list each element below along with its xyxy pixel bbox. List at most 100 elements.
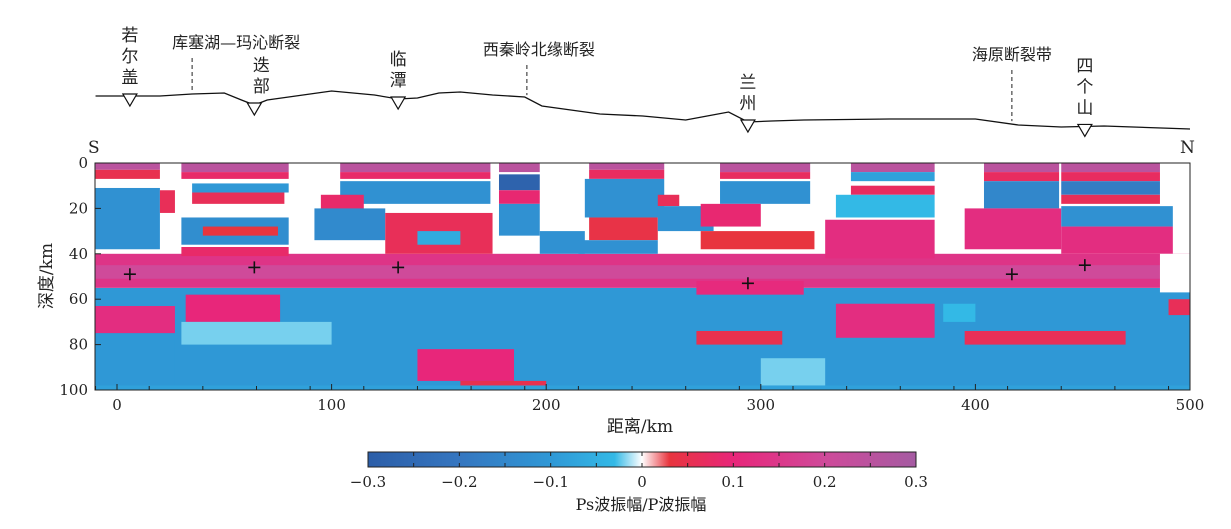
colorbar-tick-label: 0.3 [904,473,928,491]
heatmap-cell [340,163,491,173]
colorbar-label: Ps波振幅/P波振幅 [576,495,707,514]
heatmap-cell [192,183,289,193]
y-tick-label: 100 [59,381,88,399]
heatmap-cell [1061,194,1160,204]
heatmap-cell [1061,226,1173,254]
heatmap-cell [983,163,1060,173]
colorbar-tick-label: 0 [637,473,647,491]
station-triangle-icon [390,96,407,111]
heatmap-cell [95,306,175,334]
heatmap-cell [720,172,811,179]
heatmap-cell [760,358,826,390]
heatmap-cell [720,163,811,173]
station-label: 若尔盖 [121,26,138,88]
heatmap-cell [95,265,1190,279]
heatmap-cell [159,190,175,213]
heatmap-cell [850,163,935,173]
heatmap-cell [1159,253,1190,293]
heatmap-cell [589,217,658,241]
x-axis-label: 距离/km [607,417,673,437]
y-axis-label: 深度/km [37,243,57,309]
fault-label: 海原断裂带 [972,45,1052,64]
heatmap-cell [498,174,540,191]
heatmap-cell [95,163,160,170]
heatmap-cell [696,281,804,295]
heatmap-cell [584,178,665,218]
moho-picks [123,259,1091,290]
moho-cross-marker [741,277,754,290]
heatmap-cell [850,185,935,195]
y-tick-label: 20 [69,199,88,217]
moho-cross-marker [392,261,405,274]
heatmap-cell [181,321,332,345]
heatmap-cell [340,181,491,204]
y-tick-label: 80 [69,336,88,354]
heatmap-cell [498,163,540,173]
station-triangle-icon [121,93,138,108]
y-tick-label: 0 [78,154,88,172]
plot-frame [94,162,1191,391]
heatmap-cell [657,194,680,207]
heatmap-cell [498,203,540,236]
station-label: 临潭 [390,50,407,91]
heatmap-cell [700,231,815,250]
x-tick-label: 200 [532,396,561,414]
heatmap-cell [202,226,278,236]
station-triangle-icon [739,119,756,134]
heatmap-cell [417,349,515,381]
axes: 0 100 200 300 400 500 0 20 40 60 80 100 [59,154,1204,414]
x-tick-label: 300 [746,396,775,414]
station-triangle-icon [246,102,263,117]
colorbar-tick-label: −0.3 [350,473,386,491]
heatmap-cell [95,385,1190,390]
heatmap-cell [1061,163,1160,173]
station-triangle-icon [1076,123,1093,138]
heatmap-cell [578,240,658,254]
heatmap-cell [185,294,281,322]
station-label: 兰州 [739,73,756,114]
heatmap-cell [835,303,935,338]
heatmap-cell [1061,206,1173,227]
station-and-fault-annotations: 若尔盖 迭部 临潭 兰州 四个山 库塞湖—玛沁断裂 西秦岭北缘断裂 海原断裂带 [121,26,1093,138]
colorbar: −0.3 −0.2 −0.1 0 0.1 0.2 0.3 [350,451,928,491]
station-label: 迭部 [253,56,270,97]
heatmap-cell [825,219,935,259]
moho-cross-marker [1005,268,1018,281]
heatmap-cell [983,172,1060,182]
heatmap-cell [964,330,1126,345]
direction-north-label: N [1180,138,1195,158]
heatmap-cell [1168,299,1190,316]
heatmap-cells [95,163,1190,390]
heatmap-cell [340,172,491,179]
y-tick-label: 40 [69,245,88,263]
moho-cross-marker [123,268,136,281]
heatmap-cell [720,181,811,204]
heatmap-cell [835,194,935,218]
colorbar-tick-label: 0.1 [721,473,745,491]
moho-cross-marker [248,261,261,274]
heatmap-cell [696,330,783,345]
heatmap-cell [589,163,665,170]
direction-south-label: S [88,138,100,158]
heatmap-cell [181,172,289,179]
x-tick-label: 100 [317,396,346,414]
heatmap-cell [983,181,1060,209]
colorbar-tick-label: 0.2 [813,473,837,491]
x-tick-label: 400 [961,396,990,414]
fault-label: 库塞湖—玛沁断裂 [172,33,300,52]
colorbar-tick-label: −0.2 [441,473,477,491]
heatmap-cell [1061,172,1160,182]
heatmap-cell [95,333,175,390]
heatmap-cell [943,303,976,322]
heatmap-cell [314,208,386,241]
heatmap-cell [498,190,540,204]
heatmap-cell [95,169,160,179]
heatmap-cell [181,163,289,173]
x-tick-label: 500 [1176,396,1205,414]
heatmap-cell [700,203,761,227]
colorbar-tick-label: −0.1 [532,473,568,491]
heatmap-cell [95,187,160,250]
moho-cross-marker [1078,259,1091,272]
heatmap-cell [1061,181,1160,195]
